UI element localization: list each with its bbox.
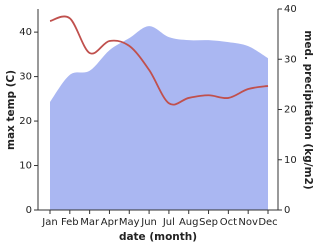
y-axis-label: max temp (C) <box>5 70 17 150</box>
x-axis-label: date (month) <box>119 231 197 243</box>
x-tick-label: Jun <box>140 217 157 228</box>
y2-tick-label: 0 <box>284 205 290 216</box>
x-tick-label: Aug <box>179 217 199 228</box>
y2-tick-label: 40 <box>284 4 297 15</box>
x-tick-label: Dec <box>258 217 277 228</box>
y2-axis-label: med. precipitation (kg/m2) <box>302 30 314 189</box>
precipitation-area <box>50 26 268 211</box>
x-tick-label: Oct <box>220 217 237 228</box>
x-tick-label: Apr <box>101 217 119 228</box>
x-tick-label: Jul <box>162 217 175 228</box>
y-tick-label: 10 <box>19 161 32 172</box>
temperature-line <box>49 15 269 106</box>
x-tick-label: Mar <box>80 217 100 228</box>
y-tick-label: 20 <box>19 116 32 127</box>
y-tick-label: 0 <box>26 205 32 216</box>
y-tick-label: 30 <box>19 72 32 83</box>
x-tick-label: Sep <box>199 217 218 228</box>
x-tick-label: Nov <box>238 217 258 228</box>
y-tick-label: 40 <box>19 27 32 38</box>
x-tick-label: May <box>119 217 140 228</box>
y2-tick-label: 10 <box>284 155 297 166</box>
x-tick-label: Jan <box>41 217 57 228</box>
x-tick-label: Feb <box>61 217 79 228</box>
y2-tick-label: 30 <box>284 54 297 65</box>
y2-tick-label: 20 <box>284 105 297 116</box>
